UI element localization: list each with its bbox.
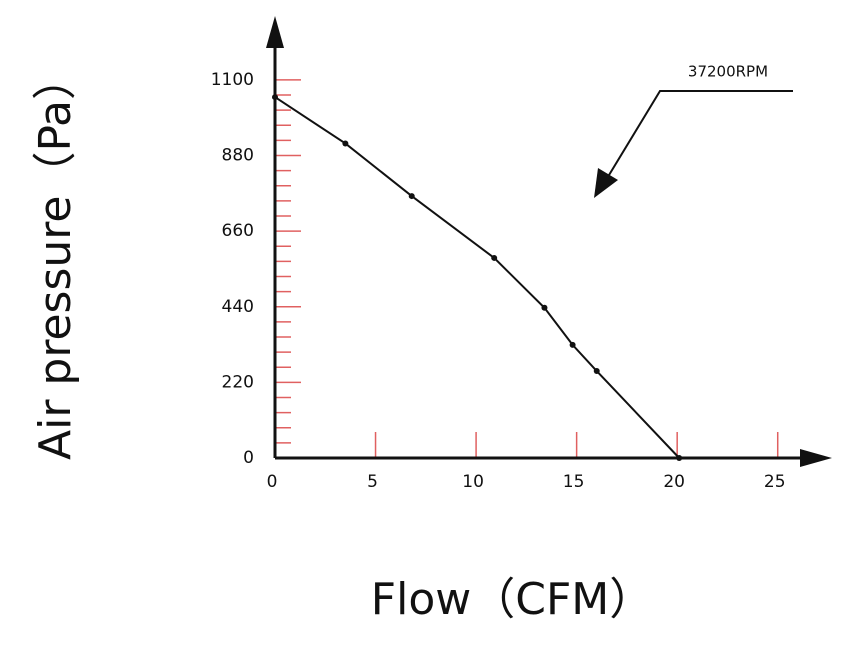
x-tick-label: 15 bbox=[563, 472, 585, 492]
plot bbox=[272, 94, 683, 461]
data-point bbox=[491, 254, 498, 261]
y-tick-label: 440 bbox=[222, 297, 254, 317]
x-axis-title: Flow（CFM） bbox=[371, 574, 653, 625]
y-tick-label: 1100 bbox=[211, 70, 254, 90]
y-tick-label: 0 bbox=[243, 448, 254, 468]
y-tick-label: 220 bbox=[222, 372, 254, 392]
y-tick-label: 880 bbox=[222, 146, 254, 166]
data-point bbox=[342, 140, 349, 147]
y-axis-title: Air pressure（Pa） bbox=[30, 56, 81, 460]
data-point bbox=[593, 368, 600, 375]
ticks bbox=[274, 79, 779, 459]
annotation-arrowhead bbox=[594, 168, 618, 198]
x-tick-label: 5 bbox=[367, 472, 378, 492]
x-tick-label: 10 bbox=[462, 472, 484, 492]
x-tick-label: 0 bbox=[267, 472, 278, 492]
data-line bbox=[274, 96, 680, 459]
y-axis-arrow bbox=[266, 16, 284, 48]
data-point bbox=[408, 193, 415, 200]
annotation-leader bbox=[605, 90, 793, 181]
data-point bbox=[569, 341, 576, 348]
x-tick-label: 20 bbox=[663, 472, 685, 492]
data-point bbox=[676, 455, 683, 461]
y-tick-label: 660 bbox=[222, 221, 254, 241]
x-tick-label: 25 bbox=[764, 472, 786, 492]
data-point bbox=[272, 94, 278, 101]
annotation: 37200RPM bbox=[688, 63, 768, 81]
data-point bbox=[541, 304, 548, 311]
x-axis-arrow bbox=[800, 449, 832, 467]
